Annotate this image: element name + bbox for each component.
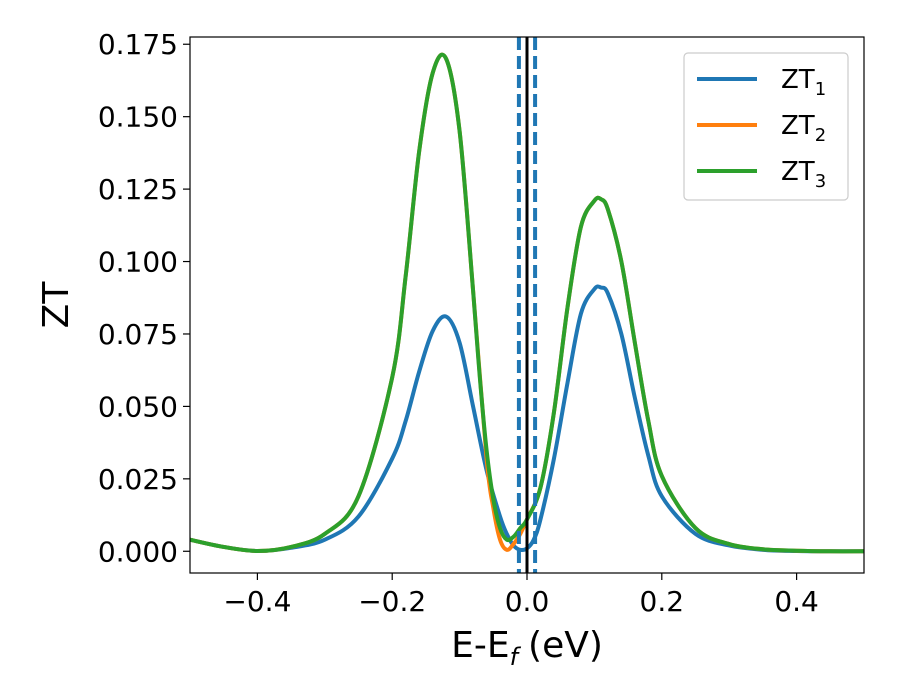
y-tick-label: 0.150: [98, 101, 178, 134]
y-tick-label: 0.125: [98, 173, 178, 206]
legend: ZT1 ZT2 ZT3: [683, 52, 849, 201]
x-tick-label: 0.0: [505, 585, 550, 618]
legend-label-zt1: ZT1: [781, 65, 826, 100]
y-ticks: 0.000 0.025 0.050 0.075 0.100 0.125 0.150 0.175: [98, 28, 190, 568]
x-axis-title-main: E-E: [451, 625, 509, 666]
legend-label-zt3: ZT3: [781, 157, 826, 192]
x-ticks: −0.4 −0.2 0.0 0.2 0.4: [223, 573, 819, 618]
y-tick-label: 0.000: [98, 535, 178, 568]
y-tick-label: 0.175: [98, 28, 178, 61]
x-tick-label: 0.2: [640, 585, 685, 618]
y-tick-label: 0.075: [98, 318, 178, 351]
x-tick-label: 0.4: [774, 585, 819, 618]
y-tick-label: 0.100: [98, 246, 178, 279]
y-axis-title: ZT: [36, 281, 77, 329]
vertical-lines: [516, 37, 538, 573]
x-tick-label: −0.4: [223, 585, 291, 618]
x-axis-title: E-Ef (eV): [451, 625, 603, 671]
series-line-zt3: [190, 52, 864, 554]
legend-box: [683, 52, 849, 201]
legend-label-zt2: ZT2: [781, 111, 826, 146]
y-tick-label: 0.025: [98, 463, 178, 496]
y-tick-label: 0.050: [98, 390, 178, 423]
x-tick-label: −0.2: [358, 585, 426, 618]
x-axis-title-unit: (eV): [528, 625, 603, 666]
